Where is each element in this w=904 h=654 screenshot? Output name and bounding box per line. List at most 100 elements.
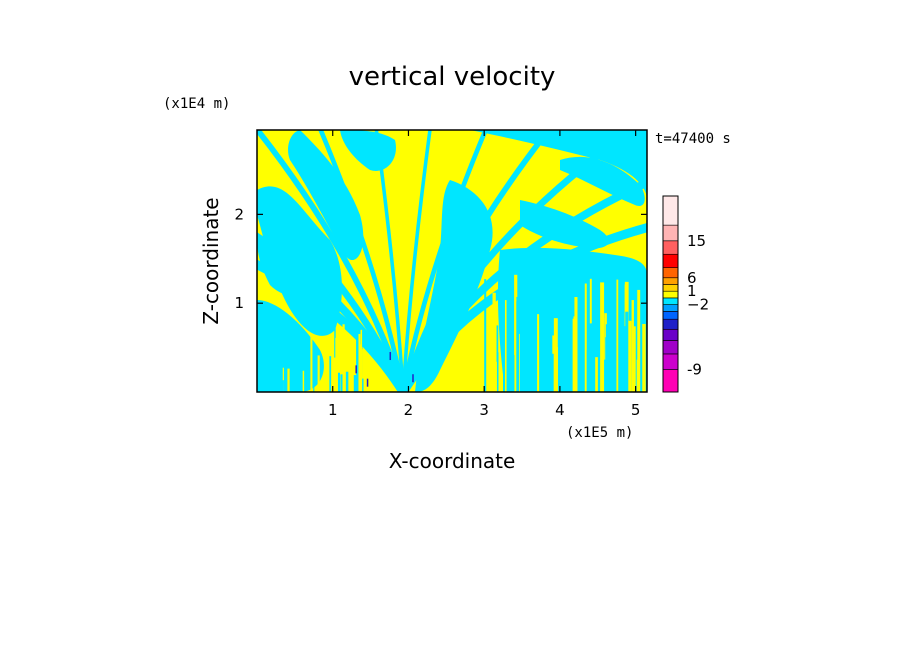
- field-striation: [637, 289, 641, 392]
- field-striation: [357, 333, 361, 392]
- field-striation: [607, 293, 612, 392]
- field-striation: [585, 279, 590, 392]
- colorbar-band: [662, 240, 679, 255]
- field-striation: [362, 349, 365, 392]
- colorbar-band: [662, 369, 679, 393]
- colorbar-band: [662, 284, 679, 292]
- field-striation: [329, 356, 332, 392]
- field-striation: [642, 323, 646, 392]
- field-striation: [589, 323, 593, 392]
- plot-frame: [256, 129, 648, 393]
- colorbar-band: [662, 328, 679, 341]
- field-striation: [511, 354, 515, 392]
- x-axis-label: X-coordinate: [389, 449, 516, 473]
- colorbar-tick-label: -9: [687, 361, 702, 379]
- field-striation: [628, 320, 632, 392]
- colorbar-labels: -9 −216 15: [687, 232, 709, 379]
- field-striation: [345, 371, 349, 392]
- field-striation: [266, 379, 269, 392]
- field-striation: [337, 327, 340, 392]
- field-striation: [362, 378, 364, 392]
- field-striation: [335, 358, 338, 392]
- x-axis: 1 2 3 4 5: [328, 130, 640, 419]
- field-striation: [340, 374, 343, 392]
- field-striation: [547, 324, 550, 392]
- field-region: [257, 186, 342, 336]
- field-striation: [348, 356, 351, 392]
- field-speck: [412, 374, 414, 383]
- field-striation: [360, 329, 363, 392]
- field-striation: [617, 332, 620, 392]
- field-striation: [310, 333, 313, 392]
- field-striation: [503, 317, 507, 392]
- x-tick-label: 1: [328, 401, 338, 419]
- field-striation: [265, 345, 268, 392]
- field-striation: [282, 367, 284, 392]
- y-tick-label: 1: [234, 294, 244, 312]
- colorbar-frame: [662, 195, 679, 393]
- y-tick-label: 2: [234, 205, 244, 223]
- colorbar-tick-label: 15: [687, 232, 706, 250]
- colorbar-tick-label: 6: [687, 269, 697, 287]
- field-striation: [556, 308, 561, 392]
- field-striation: [603, 359, 607, 392]
- field-striation: [496, 352, 499, 392]
- field-region: [257, 300, 324, 392]
- field-speck: [355, 365, 357, 374]
- field-striation: [584, 283, 587, 392]
- chart-title: vertical velocity: [349, 62, 556, 92]
- field-region: [340, 130, 396, 171]
- field-striation: [595, 357, 598, 392]
- colorbar-band: [662, 304, 679, 312]
- field-striation: [281, 380, 284, 392]
- field-striation: [586, 349, 590, 392]
- field-striation: [539, 325, 543, 392]
- field-striation: [317, 355, 320, 392]
- field-striation: [356, 332, 359, 392]
- x-tick-label: 3: [479, 401, 489, 419]
- field-area: [257, 130, 647, 392]
- field-patches: [257, 130, 647, 392]
- field-striation: [275, 362, 278, 392]
- field-striation: [553, 318, 558, 392]
- x-tick-label: 4: [555, 401, 565, 419]
- colorbar-band: [662, 340, 679, 355]
- colorbar-band: [662, 195, 679, 226]
- field-region: [415, 180, 493, 392]
- field-striation: [552, 335, 556, 392]
- field-striation: [327, 381, 330, 392]
- field-stripe: [401, 130, 432, 392]
- field-striation: [574, 297, 578, 392]
- field-striation: [516, 301, 519, 392]
- field-striation: [337, 372, 340, 392]
- field-striation: [565, 351, 569, 392]
- colorbar: [662, 195, 679, 393]
- field-striation: [537, 314, 540, 392]
- field-striation: [600, 282, 605, 392]
- field-striation: [484, 279, 487, 392]
- field-striation: [342, 324, 345, 392]
- field-striation: [514, 274, 518, 392]
- colorbar-band: [662, 297, 679, 305]
- y-unit-label: (x1E4 m): [163, 96, 230, 112]
- colorbar-band: [662, 277, 679, 285]
- field-striation: [615, 279, 619, 392]
- field-striation: [580, 276, 583, 392]
- y-axis: 12: [234, 205, 647, 312]
- field-striation: [260, 374, 262, 392]
- field-stripe: [318, 130, 406, 392]
- colorbar-band: [662, 290, 679, 299]
- colorbar-band: [662, 318, 679, 330]
- field-striation: [302, 370, 305, 392]
- field-striation: [610, 283, 615, 392]
- x-unit-label: (x1E5 m): [566, 425, 633, 441]
- x-tick-label: 2: [404, 401, 414, 419]
- field-striation: [313, 374, 315, 392]
- colorbar-band: [662, 267, 679, 279]
- field-striation: [633, 326, 636, 392]
- field-region: [470, 130, 647, 200]
- field-striation: [526, 341, 530, 392]
- colorbar-band: [662, 353, 679, 370]
- field-striation: [612, 274, 617, 392]
